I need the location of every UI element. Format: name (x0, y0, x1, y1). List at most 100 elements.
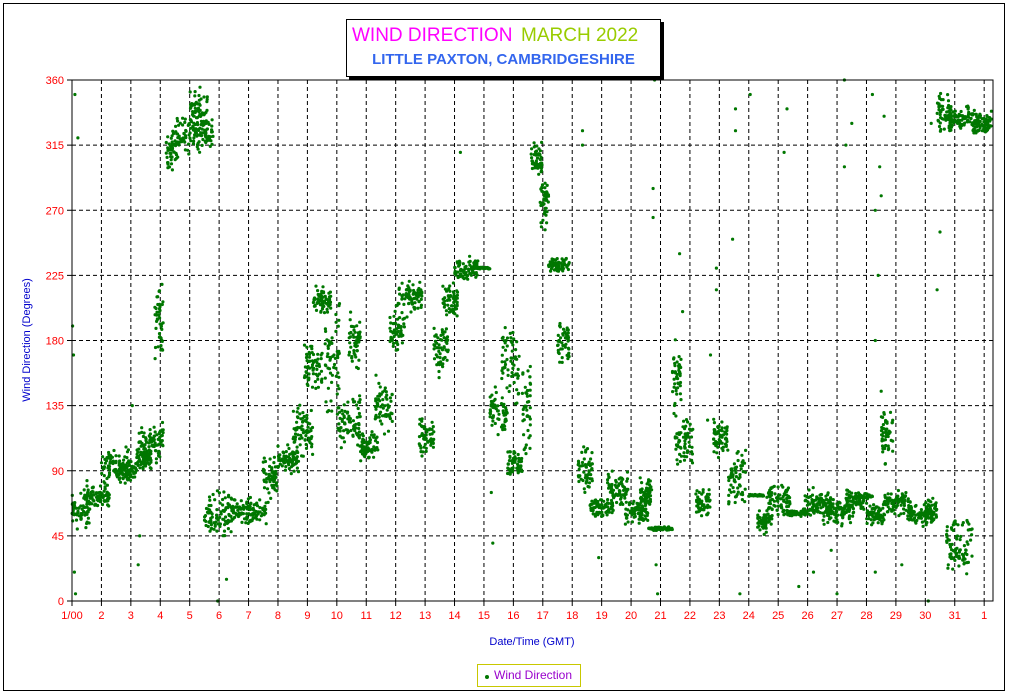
data-point (272, 473, 276, 477)
data-point (468, 263, 472, 267)
data-point (515, 388, 519, 392)
data-point (209, 139, 213, 143)
data-point (915, 518, 919, 523)
data-point (641, 505, 645, 509)
x-tick-label: 13 (419, 610, 431, 622)
data-point (319, 353, 323, 357)
data-point (71, 324, 75, 328)
data-point (303, 419, 307, 423)
data-point (514, 348, 518, 352)
data-point (510, 340, 514, 344)
data-point (656, 592, 660, 596)
data-point (349, 345, 353, 349)
data-point (160, 420, 165, 425)
data-point (107, 450, 111, 455)
chart-subtitle: LITTLE PAXTON, CAMBRIDGESHIRE (372, 51, 635, 68)
x-tick-label: 23 (713, 610, 725, 622)
data-point (728, 488, 732, 492)
data-point (304, 375, 308, 379)
data-point (965, 552, 969, 557)
data-point (541, 201, 545, 205)
data-point (826, 520, 830, 525)
data-point (381, 398, 385, 402)
data-point (342, 440, 347, 444)
data-point (776, 485, 780, 489)
data-point (785, 107, 789, 111)
data-point (328, 356, 333, 360)
x-tick-label: 11 (361, 610, 372, 622)
data-point (138, 466, 142, 470)
data-point (441, 297, 445, 301)
data-point (673, 370, 677, 374)
data-point (776, 504, 781, 508)
data-point (293, 458, 297, 462)
data-point (593, 514, 598, 518)
data-point (330, 373, 334, 377)
data-point (806, 500, 810, 504)
data-point (298, 403, 302, 407)
data-point (129, 460, 133, 464)
data-point (319, 379, 324, 383)
data-point (79, 513, 83, 518)
data-point (314, 359, 318, 363)
data-point (386, 405, 391, 409)
data-point (524, 443, 528, 447)
data-point (154, 461, 158, 465)
data-point (776, 494, 781, 498)
data-point (147, 445, 151, 449)
data-point (980, 123, 985, 128)
data-point (112, 469, 116, 473)
data-point (79, 491, 83, 495)
data-point (111, 459, 115, 463)
data-point (141, 455, 145, 459)
data-point (375, 404, 380, 408)
data-point (945, 529, 949, 533)
data-point (91, 486, 95, 490)
data-point (892, 502, 896, 506)
data-point (176, 119, 180, 123)
data-point (374, 373, 378, 377)
data-point (146, 456, 151, 460)
data-point (86, 488, 90, 492)
data-point (149, 458, 153, 462)
data-point (276, 465, 280, 469)
data-point (435, 363, 439, 367)
data-point (537, 153, 541, 157)
data-point (974, 131, 978, 135)
data-point (625, 477, 630, 481)
data-point (200, 143, 204, 147)
data-point (951, 567, 955, 571)
data-point (183, 120, 187, 124)
data-point (521, 407, 525, 412)
x-tick-label: 26 (801, 610, 813, 622)
data-point (822, 514, 826, 518)
data-point (694, 510, 699, 514)
data-point (349, 330, 353, 335)
data-point (357, 358, 361, 362)
data-point (695, 500, 699, 504)
data-point (449, 294, 453, 298)
data-point (969, 117, 973, 121)
data-point (445, 289, 449, 293)
data-point (902, 507, 906, 511)
data-point (71, 353, 76, 357)
data-point (322, 311, 327, 315)
data-point (316, 374, 320, 378)
data-point (810, 498, 814, 502)
data-point (128, 475, 133, 479)
data-point (81, 504, 85, 508)
data-point (954, 553, 958, 557)
data-point (300, 424, 304, 428)
data-point (475, 262, 479, 266)
x-tick-label: 1 (981, 610, 987, 622)
data-point (776, 496, 780, 500)
data-point (327, 409, 331, 413)
data-point (821, 505, 825, 509)
data-point (524, 404, 528, 408)
data-point (720, 420, 724, 424)
data-point (139, 444, 143, 448)
data-point (348, 341, 352, 345)
data-point (766, 491, 771, 495)
data-point (882, 411, 886, 415)
data-point (436, 336, 440, 340)
